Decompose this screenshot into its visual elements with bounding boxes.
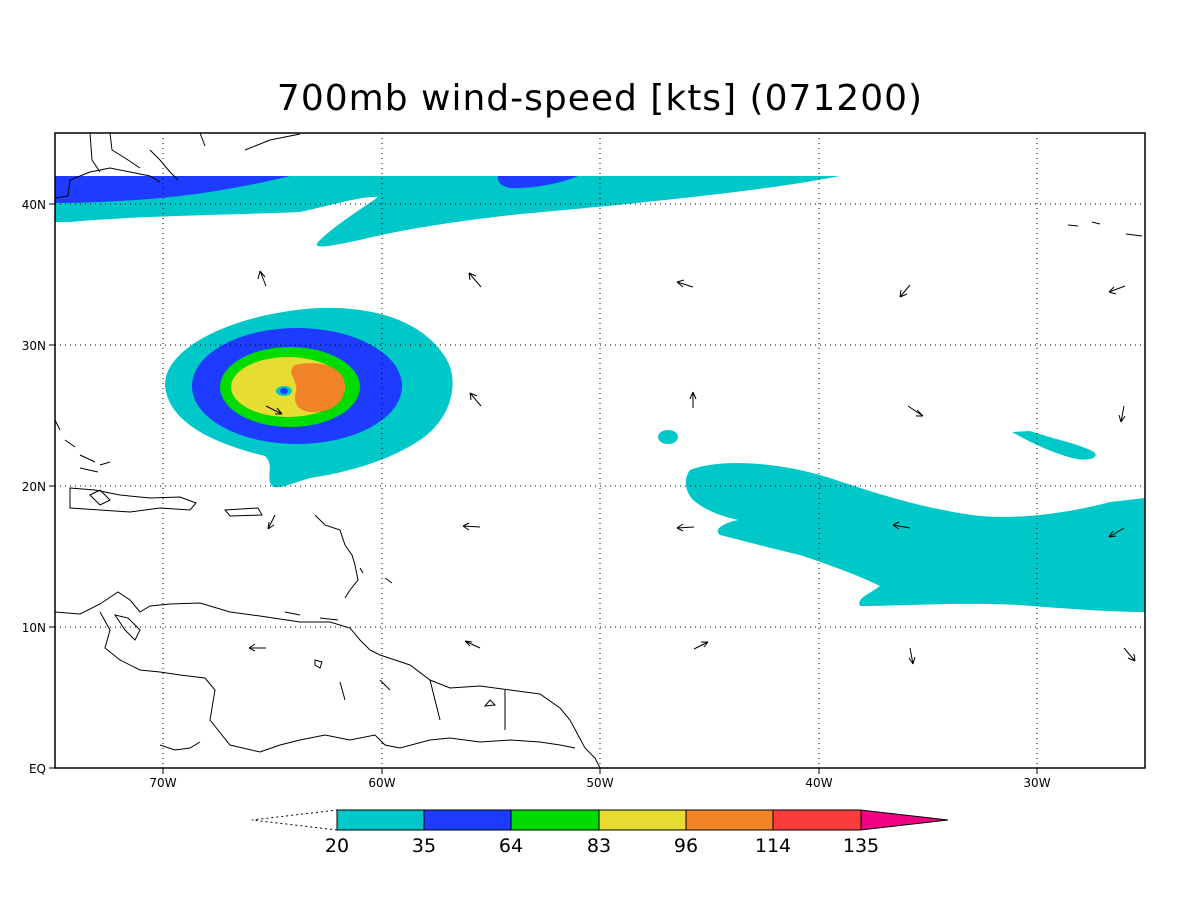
colorbar-high-triangle	[860, 809, 949, 831]
wind-arrow	[257, 270, 267, 287]
wind-arrow	[1108, 527, 1125, 538]
lon-tick-label: 40W	[805, 776, 832, 790]
wind-arrow	[468, 272, 482, 288]
wind-arrow	[267, 514, 276, 530]
contour-20-north-band	[55, 176, 840, 247]
wind-arrow	[1118, 405, 1126, 423]
wind-arrow	[892, 521, 911, 530]
grid-lines	[55, 133, 1145, 768]
colorbar-label: 83	[587, 835, 611, 857]
colorbar-swatch-64-83	[510, 809, 600, 831]
colorbar-label: 64	[499, 835, 523, 857]
lon-tick-label: 60W	[368, 776, 395, 790]
lon-labels: 70W 60W 50W 40W 30W	[149, 776, 1050, 790]
contour-20-east-band	[685, 463, 1145, 612]
contour-35-north-west	[55, 176, 290, 203]
lat-tick-label: 10N	[22, 621, 46, 635]
wind-arrow	[462, 522, 481, 531]
wind-contours	[55, 176, 1145, 612]
colorbar-swatch-20-35	[336, 809, 425, 831]
axis-ticks	[49, 203, 1038, 774]
lat-tick-label: 30N	[22, 339, 46, 353]
wind-vectors	[248, 270, 1136, 665]
contour-20-blob-east	[1012, 431, 1096, 460]
wind-arrow	[689, 391, 697, 408]
wind-arrow	[676, 523, 695, 532]
lon-tick-label: 30W	[1023, 776, 1050, 790]
wind-arrow	[907, 405, 924, 417]
wind-arrow	[464, 640, 481, 649]
wind-arrow	[693, 641, 709, 650]
coastlines	[55, 133, 1143, 768]
wind-arrow	[1108, 285, 1126, 295]
wind-arrow	[265, 405, 283, 415]
colorbar-label: 96	[674, 835, 698, 857]
colorbar-swatch-114-135	[772, 809, 862, 831]
lat-labels: EQ 10N 20N 30N 40N	[22, 198, 46, 776]
lon-tick-label: 50W	[586, 776, 613, 790]
wind-arrow	[248, 643, 266, 652]
colorbar: 20 35 64 83 96 114 135	[251, 809, 949, 857]
lat-tick-label: 40N	[22, 198, 46, 212]
colorbar-swatch-96-114	[685, 809, 774, 831]
wind-arrow	[908, 647, 916, 665]
lat-tick-label: 20N	[22, 480, 46, 494]
wind-arrow	[1123, 647, 1136, 662]
wind-arrow	[676, 279, 694, 288]
colorbar-label: 114	[755, 835, 791, 857]
colorbar-label: 135	[843, 835, 879, 857]
colorbar-swatch-83-96	[598, 809, 687, 831]
lat-tick-label: EQ	[29, 762, 46, 776]
contour-20-blob-mid	[658, 430, 678, 444]
colorbar-low-triangle	[251, 809, 338, 831]
contour-35-north-mid	[497, 176, 578, 189]
eye	[280, 388, 288, 394]
colorbar-swatch-35-64	[423, 809, 512, 831]
wind-arrow	[469, 392, 482, 407]
contour-96-hurricane	[291, 363, 345, 413]
colorbar-label: 20	[325, 835, 349, 857]
wind-arrow	[899, 284, 911, 298]
colorbar-label: 35	[412, 835, 436, 857]
map-title: 700mb wind-speed [kts] (071200)	[276, 78, 924, 119]
lon-tick-label: 70W	[149, 776, 176, 790]
